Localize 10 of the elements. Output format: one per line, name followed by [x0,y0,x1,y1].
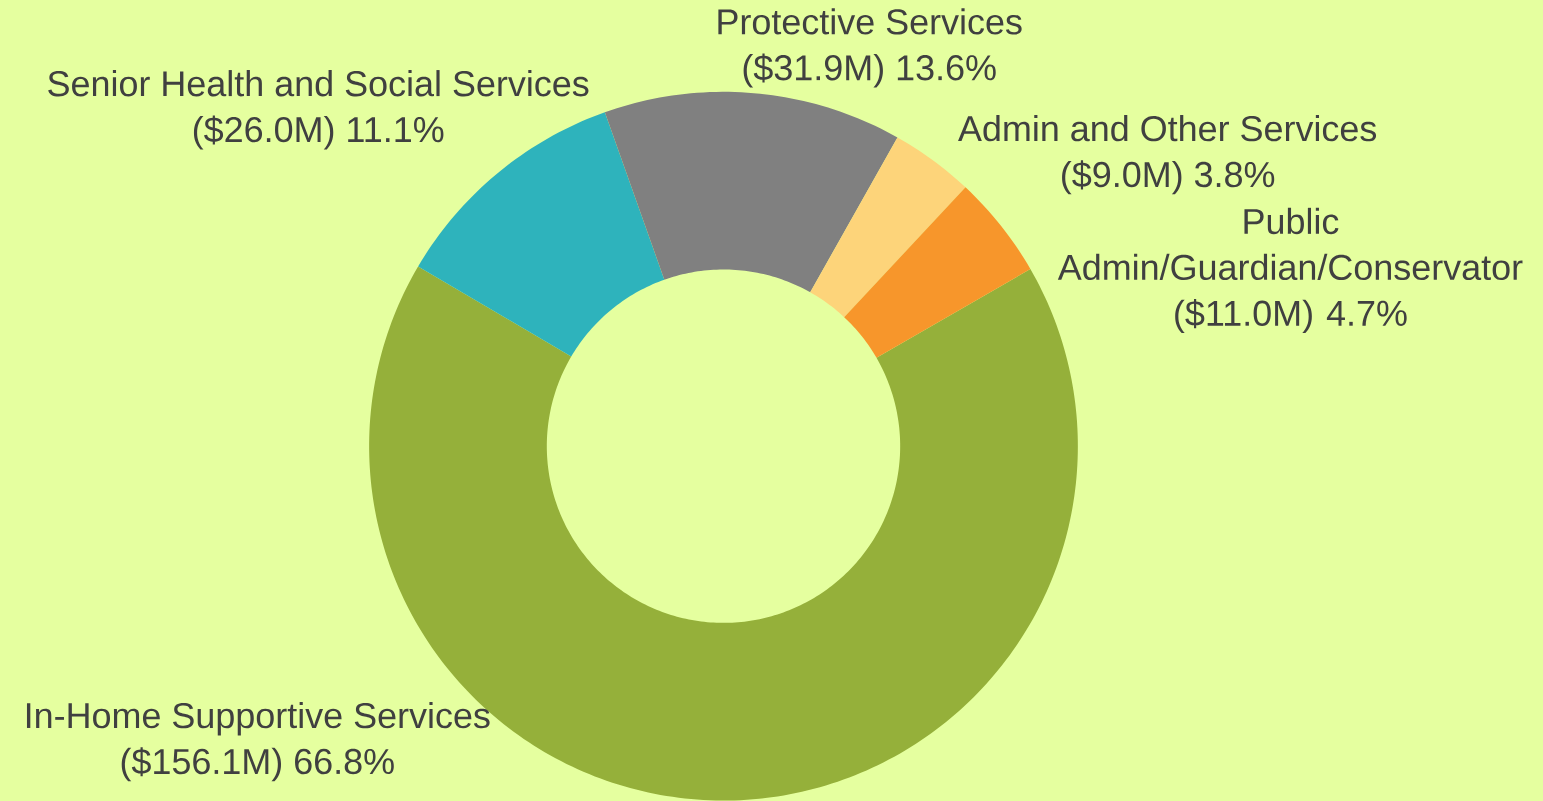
slice-label: Senior Health and Social Services [48,70,589,97]
slice-label: Admin and Other Services [958,115,1377,142]
slice-label: In-Home Supportive Services [26,702,490,736]
data-label: ($11.0M) 4.7% [1175,299,1407,334]
data-label: ($26.0M) 11.1% [193,115,444,150]
data-label: ($31.9M) 13.6% [743,53,996,88]
slice-label: Protective Services [718,8,1022,35]
data-label: ($156.1M) 66.8% [121,747,394,782]
slice-label: Public Admin/Guardian/Conservator [1057,208,1523,281]
data-label: ($9.0M) 3.8% [1062,160,1275,195]
